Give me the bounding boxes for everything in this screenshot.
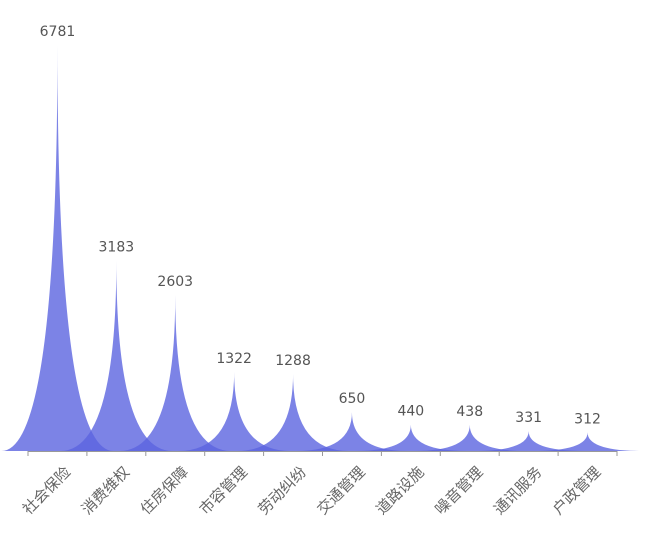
category-label: 噪音管理 [431, 463, 486, 518]
spike-bar-4[interactable] [178, 371, 291, 451]
spike-bar-8[interactable] [413, 424, 526, 451]
category-label: 社会保险 [19, 463, 74, 518]
value-label: 438 [456, 404, 483, 420]
spike-bar-10[interactable] [531, 432, 644, 451]
value-label: 3183 [99, 239, 135, 255]
value-label: 312 [574, 411, 601, 427]
value-label: 331 [515, 410, 542, 426]
spike-series [1, 45, 644, 451]
category-label: 道路设施 [372, 463, 427, 518]
category-label: 户政管理 [549, 463, 604, 518]
value-label: 1288 [275, 353, 311, 369]
category-label: 交通管理 [314, 463, 369, 518]
value-label: 6781 [40, 24, 76, 40]
value-label: 2603 [157, 274, 193, 290]
category-label: 劳动纠纷 [255, 463, 310, 518]
spike-bar-3[interactable] [119, 295, 232, 451]
category-labels: 社会保险 消费维权 住房保障 市容管理 劳动纠纷 交通管理 道路设施 噪音管理 通讯服务 户政管理 [19, 463, 604, 518]
x-axis-ticks [27, 451, 618, 456]
value-label: 1322 [216, 351, 252, 367]
spike-bar-9[interactable] [472, 431, 585, 451]
spike-bar-1[interactable] [1, 45, 114, 451]
category-label: 市容管理 [196, 463, 251, 518]
category-label: 通讯服务 [490, 463, 545, 518]
spike-bar-2[interactable] [60, 260, 173, 451]
category-label: 消费维权 [78, 463, 133, 518]
value-label: 650 [339, 391, 366, 407]
category-label: 住房保障 [137, 463, 192, 518]
value-labels: 6781 3183 2603 1322 1288 650 440 438 331 312 [40, 24, 601, 427]
spike-bar-6[interactable] [295, 412, 408, 451]
spike-bar-5[interactable] [237, 373, 350, 451]
spike-bar-7[interactable] [354, 424, 467, 451]
value-label: 440 [397, 404, 424, 420]
